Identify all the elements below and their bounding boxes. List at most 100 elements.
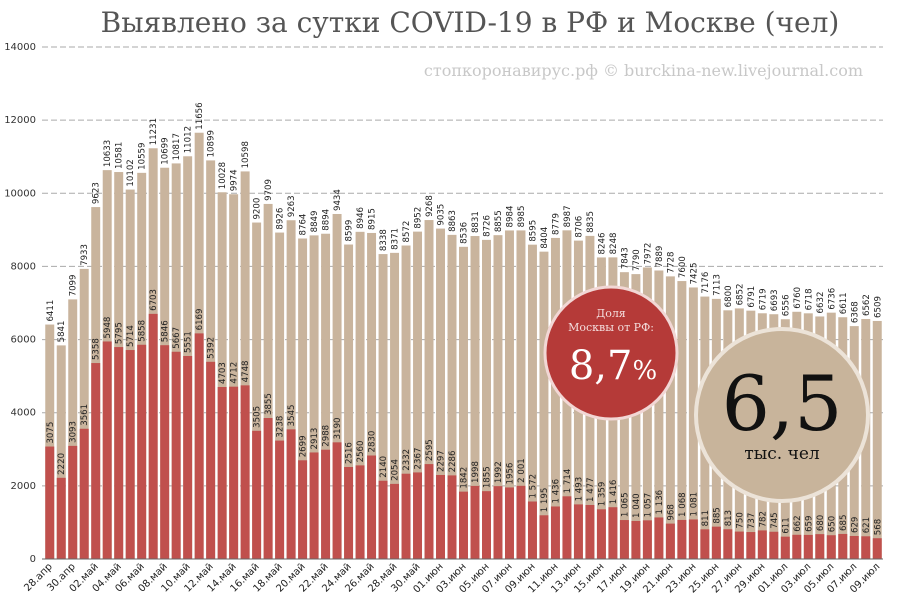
- russia-bar: [539, 251, 549, 559]
- moscow-bar: [355, 465, 365, 559]
- russia-data-label: 11012: [184, 126, 194, 153]
- moscow-data-label: 650: [827, 516, 837, 532]
- russia-bar: [459, 246, 468, 559]
- moscow-data-label: 5948: [103, 317, 113, 339]
- moscow-data-label: 2140: [379, 456, 389, 478]
- moscow-bar: [148, 313, 158, 559]
- moscow-data-label: 782: [758, 511, 768, 527]
- russia-data-label: 10899: [207, 130, 217, 157]
- moscow-bar: [723, 529, 733, 559]
- russia-data-label: 8835: [586, 211, 596, 233]
- russia-bar: [263, 203, 273, 560]
- y-tick-label: 6000: [11, 335, 36, 346]
- russia-bar: [642, 267, 652, 559]
- moscow-bar: [849, 535, 859, 559]
- moscow-data-label: 1 136: [655, 490, 665, 515]
- moscow-data-label: 5714: [126, 325, 136, 347]
- russia-bar: [482, 239, 491, 559]
- share-badge-unit: %: [632, 356, 657, 386]
- moscow-bar: [252, 430, 262, 559]
- russia-data-label: 6800: [724, 285, 734, 307]
- moscow-data-label: 2220: [57, 453, 67, 475]
- y-tick-label: 2000: [11, 481, 36, 492]
- russia-bar: [344, 244, 354, 560]
- moscow-bar: [194, 333, 204, 559]
- moscow-bar: [56, 477, 66, 559]
- moscow-bar: [746, 532, 756, 559]
- russia-data-label: 7933: [80, 244, 90, 266]
- moscow-data-label: 3190: [333, 417, 343, 439]
- moscow-bar: [573, 504, 583, 559]
- russia-bar: [413, 231, 423, 560]
- russia-data-label: 9035: [437, 204, 447, 226]
- russia-data-label: 8855: [494, 210, 504, 232]
- moscow-data-label: 3855: [264, 393, 274, 415]
- moscow-data-label: 2516: [345, 442, 355, 464]
- share-badge-value: 8,7: [569, 343, 633, 389]
- moscow-data-label: 3093: [69, 421, 79, 443]
- moscow-data-label: 6703: [149, 289, 159, 311]
- moscow-bar: [91, 363, 101, 559]
- y-tick-label: 4000: [11, 408, 36, 419]
- moscow-bar: [482, 491, 491, 559]
- moscow-data-label: 4748: [241, 360, 251, 382]
- russia-data-label: 6736: [827, 288, 837, 310]
- russia-data-label: 11231: [149, 118, 159, 145]
- moscow-bar: [114, 347, 124, 559]
- russia-data-label: 9709: [264, 179, 274, 201]
- moscow-data-label: 1956: [505, 463, 515, 485]
- moscow-data-label: 5846: [161, 320, 171, 342]
- russia-data-label: 11656: [195, 102, 205, 129]
- russia-data-label: 7889: [655, 246, 665, 268]
- russia-data-label: 8984: [505, 206, 515, 228]
- moscow-bar: [562, 496, 572, 559]
- moscow-data-label: 2988: [322, 425, 332, 447]
- russia-data-label: 7843: [620, 247, 630, 269]
- moscow-bar: [780, 536, 790, 559]
- moscow-bar: [390, 483, 400, 559]
- y-axis-ticks: 0 2000 4000 6000 8000 10000 12000 14000: [4, 42, 36, 565]
- moscow-bar: [815, 534, 825, 559]
- russia-bar: [68, 299, 78, 559]
- russia-data-label: 8849: [310, 211, 320, 233]
- russia-bar: [298, 238, 308, 559]
- moscow-data-label: 2297: [437, 450, 447, 472]
- russia-bar: [654, 270, 664, 559]
- moscow-data-label: 1 057: [643, 493, 653, 518]
- russia-bar: [275, 232, 285, 560]
- moscow-bar: [527, 501, 537, 559]
- moscow-share-badge: Доля Москвы от РФ: 8,7%: [543, 285, 679, 421]
- moscow-bar: [585, 504, 595, 559]
- russia-bar: [252, 222, 262, 560]
- moscow-bar: [838, 533, 848, 559]
- moscow-bar: [631, 520, 641, 559]
- russia-bar: [631, 274, 641, 559]
- russia-data-label: 6556: [781, 294, 791, 316]
- moscow-data-label: 968: [666, 504, 676, 520]
- russia-data-label: 10817: [172, 133, 182, 160]
- moscow-bar: [275, 440, 285, 559]
- moscow-data-label: 5392: [207, 337, 217, 359]
- russia-data-label: 8404: [540, 227, 550, 249]
- chart-credit: стопкоронавирус.рф © burckina-new.livejo…: [424, 61, 863, 80]
- russia-data-label: 10598: [241, 141, 251, 168]
- moscow-bar: [344, 466, 354, 559]
- moscow-bar: [642, 520, 652, 559]
- moscow-data-label: 685: [839, 515, 849, 531]
- moscow-bar: [700, 529, 710, 559]
- moscow-bar: [102, 341, 112, 559]
- russia-data-label: 9623: [92, 182, 102, 204]
- russia-data-label: 7425: [689, 263, 699, 285]
- russia-data-label: 8946: [356, 207, 366, 229]
- moscow-data-label: 2286: [448, 451, 458, 473]
- moscow-data-label: 737: [747, 513, 757, 529]
- moscow-data-label: 2699: [299, 435, 309, 457]
- russia-bar: [390, 252, 400, 559]
- moscow-bar: [137, 344, 147, 559]
- russia-data-label: 8915: [368, 208, 378, 230]
- russia-bar: [665, 276, 675, 559]
- moscow-bar: [413, 472, 423, 559]
- russia-data-label: 9268: [425, 195, 435, 217]
- russia-bar: [56, 345, 66, 559]
